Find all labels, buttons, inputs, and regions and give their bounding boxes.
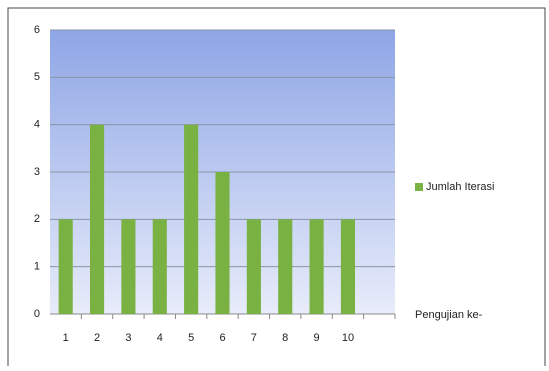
y-tick-label: 5 [34,71,40,83]
x-tick-label: 3 [125,332,131,344]
y-tick-label: 4 [34,119,40,131]
legend-label: Jumlah Iterasi [426,181,494,193]
bar [246,219,261,314]
x-tick-label: 5 [188,332,194,344]
bar [121,219,136,314]
x-tick-label: 1 [63,332,69,344]
bar [58,219,73,314]
x-axis-label: Pengujian ke- [415,309,483,321]
x-tick-label: 8 [282,332,288,344]
y-tick-label: 3 [34,166,40,178]
chart-frame [7,7,546,366]
y-tick-label: 6 [34,24,40,36]
x-tick-label: 2 [94,332,100,344]
y-tick-label: 0 [34,308,40,320]
bar [340,219,356,314]
x-tick-label: 10 [342,332,354,344]
y-tick-label: 1 [34,261,40,273]
bar [152,219,167,314]
legend-swatch [415,183,423,191]
bar [184,124,199,315]
bar [278,219,293,314]
bar [215,172,230,314]
x-tick-label: 7 [251,332,257,344]
x-tick-label: 4 [157,332,163,344]
x-tick-label: 6 [219,332,225,344]
y-tick-label: 2 [34,213,40,225]
x-tick-label: 9 [314,332,320,344]
bar [309,219,324,314]
bar [89,124,105,315]
